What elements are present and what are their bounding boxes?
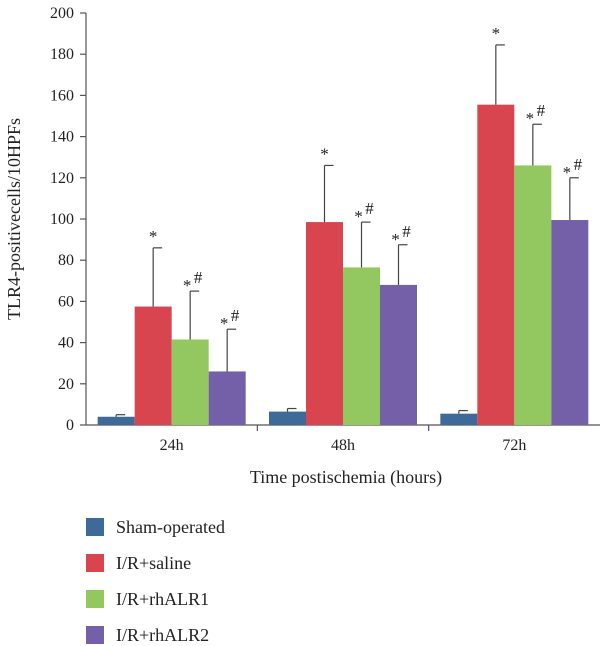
bar: [514, 165, 552, 425]
bar: [477, 104, 515, 426]
axes: 0 20 40 60 80 100 120 140 160 180 200 24h 48h 72h: [50, 5, 600, 454]
y-tick-label: 40: [58, 335, 74, 352]
significance-label: *: [391, 230, 400, 249]
y-tick-label: 60: [58, 293, 74, 310]
significance-label: #: [194, 268, 203, 287]
significance-label: #: [231, 306, 240, 325]
bars: [97, 44, 589, 426]
significance-label: *: [220, 314, 229, 333]
bar: [440, 413, 478, 425]
significance-label: #: [365, 199, 374, 218]
x-axis-title: Time postischemia (hours): [250, 467, 442, 488]
bar: [306, 222, 343, 425]
x-tick-label: 72h: [502, 437, 526, 454]
legend-swatch: [86, 626, 104, 644]
significance-labels: ** #* #** #* #** #* #: [149, 24, 583, 333]
bar: [171, 339, 209, 425]
significance-label: *: [492, 24, 501, 43]
significance-label: *: [320, 144, 329, 163]
bar: [380, 284, 417, 425]
legend-label: I/R+saline: [116, 553, 191, 573]
significance-label: #: [402, 222, 411, 241]
significance-label: *: [354, 207, 363, 226]
bar: [551, 220, 589, 425]
y-tick-label: 160: [50, 87, 74, 104]
y-tick-label: 120: [50, 170, 74, 187]
legend-swatch: [86, 554, 104, 572]
significance-label: *: [526, 109, 535, 128]
bar: [97, 416, 135, 425]
significance-label: #: [574, 155, 583, 174]
legend-label: I/R+rhALR2: [116, 625, 209, 645]
x-tick-label: 24h: [160, 437, 184, 454]
significance-label: #: [537, 101, 546, 120]
y-tick-label: 0: [66, 417, 74, 434]
legend-label: I/R+rhALR1: [116, 589, 209, 609]
y-tick-label: 100: [50, 211, 74, 228]
bar: [343, 267, 380, 425]
legend-label: Sham-operated: [116, 517, 225, 537]
y-tick-label: 80: [58, 252, 74, 269]
significance-label: *: [183, 276, 192, 295]
y-axis-title: TLR4-positivecells/10HPFs: [4, 118, 24, 320]
y-tick-label: 140: [50, 129, 74, 146]
bar: [269, 411, 306, 425]
significance-label: *: [149, 227, 158, 246]
y-tick-label: 180: [50, 46, 74, 63]
x-tick-label: 48h: [331, 437, 355, 454]
legend-swatch: [86, 518, 104, 536]
y-tick-label: 20: [58, 376, 74, 393]
significance-label: *: [563, 163, 572, 182]
legend: Sham-operated I/R+saline I/R+rhALR1 I/R+rhA…: [86, 517, 225, 645]
bar: [208, 371, 246, 425]
bar: [134, 306, 172, 425]
legend-swatch: [86, 590, 104, 608]
y-tick-label: 200: [50, 5, 74, 22]
